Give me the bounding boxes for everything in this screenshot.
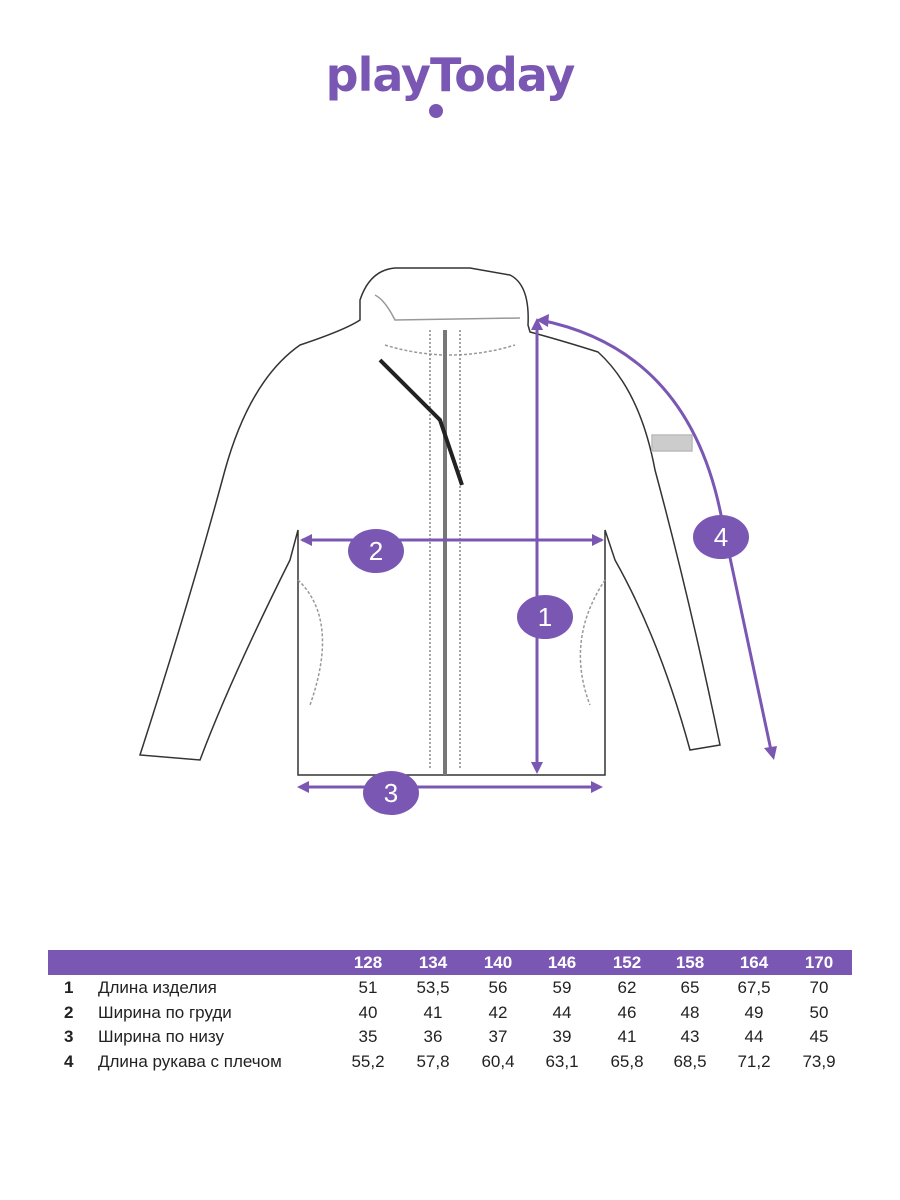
table-cell: 46 bbox=[617, 1002, 637, 1022]
table-cell: 57,8 bbox=[416, 1051, 450, 1071]
table-cell: 50 bbox=[809, 1002, 829, 1022]
table-row: 3 Ширина по низу 35 36 37 39 41 43 44 45 bbox=[48, 1024, 852, 1049]
table-cell: 45 bbox=[809, 1027, 829, 1046]
size-header-row: 128 134 140 146 152 158 164 170 bbox=[48, 950, 852, 975]
table-cell: 56 bbox=[488, 978, 508, 997]
logo-dot bbox=[429, 104, 443, 118]
row-number: 4 bbox=[64, 1051, 74, 1071]
table-cell: 44 bbox=[552, 1002, 572, 1022]
marker-2: 2 bbox=[348, 529, 404, 573]
table-cell: 65 bbox=[680, 978, 700, 997]
table-cell: 44 bbox=[744, 1027, 764, 1046]
measure-line-4 bbox=[539, 318, 774, 756]
table-row: 4 Длина рукава с плечом 55,2 57,8 60,4 63,1 65… bbox=[48, 1049, 852, 1074]
marker-4: 4 bbox=[693, 515, 749, 559]
size-header-152: 152 bbox=[612, 953, 642, 972]
svg-text:3: 3 bbox=[384, 778, 398, 808]
size-header-146: 146 bbox=[547, 953, 577, 972]
row-number: 1 bbox=[64, 978, 74, 997]
table-cell: 35 bbox=[358, 1027, 378, 1046]
table-cell: 40 bbox=[358, 1002, 378, 1022]
table-row: 2 Ширина по груди 40 41 42 44 46 48 49 50 bbox=[48, 1000, 852, 1025]
row-label: Ширина по груди bbox=[98, 1002, 232, 1022]
table-cell: 73,9 bbox=[802, 1051, 836, 1071]
row-label: Длина изделия bbox=[98, 978, 217, 997]
marker-3: 3 bbox=[363, 771, 419, 815]
size-header-170: 170 bbox=[804, 953, 834, 972]
table-cell: 49 bbox=[744, 1002, 764, 1022]
table-row: 1 Длина изделия 51 53,5 56 59 62 65 67,5 70 bbox=[48, 975, 852, 1000]
row-number: 3 bbox=[64, 1027, 74, 1046]
brand-logo: playToday bbox=[325, 48, 576, 102]
table-cell: 60,4 bbox=[481, 1051, 515, 1071]
size-header-128: 128 bbox=[353, 953, 383, 972]
table-cell: 53,5 bbox=[416, 978, 450, 997]
svg-text:1: 1 bbox=[538, 602, 552, 632]
jacket-drawing: 1 2 3 4 bbox=[138, 267, 777, 815]
row-number: 2 bbox=[64, 1002, 74, 1022]
table-cell: 41 bbox=[617, 1027, 637, 1046]
table-cell: 62 bbox=[617, 978, 637, 997]
jacket-outline bbox=[138, 267, 721, 776]
table-cell: 37 bbox=[488, 1027, 508, 1046]
size-header-164: 164 bbox=[739, 953, 769, 972]
table-cell: 36 bbox=[423, 1027, 443, 1046]
table-cell: 43 bbox=[680, 1027, 700, 1046]
table-cell: 71,2 bbox=[737, 1051, 771, 1071]
size-header-134: 134 bbox=[418, 953, 448, 972]
table-cell: 65,8 bbox=[610, 1051, 644, 1071]
table-cell: 55,2 bbox=[351, 1051, 385, 1071]
row-label: Длина рукава с плечом bbox=[98, 1051, 282, 1071]
marker-1: 1 bbox=[517, 595, 573, 639]
size-table: 128 134 140 146 152 158 164 170 1 Длина изделия 5… bbox=[48, 950, 852, 1073]
table-cell: 59 bbox=[552, 978, 572, 997]
table-cell: 39 bbox=[552, 1027, 572, 1046]
table-cell: 70 bbox=[809, 978, 829, 997]
table-cell: 67,5 bbox=[737, 978, 771, 997]
table-cell: 48 bbox=[680, 1002, 700, 1022]
table-cell: 68,5 bbox=[673, 1051, 707, 1071]
size-header-140: 140 bbox=[483, 953, 513, 972]
svg-text:4: 4 bbox=[714, 522, 728, 552]
size-header-158: 158 bbox=[675, 953, 705, 972]
row-label: Ширина по низу bbox=[98, 1027, 224, 1046]
table-cell: 41 bbox=[423, 1002, 443, 1022]
svg-text:2: 2 bbox=[369, 536, 383, 566]
table-cell: 51 bbox=[358, 978, 378, 997]
table-cell: 63,1 bbox=[545, 1051, 579, 1071]
table-cell: 42 bbox=[488, 1002, 508, 1022]
